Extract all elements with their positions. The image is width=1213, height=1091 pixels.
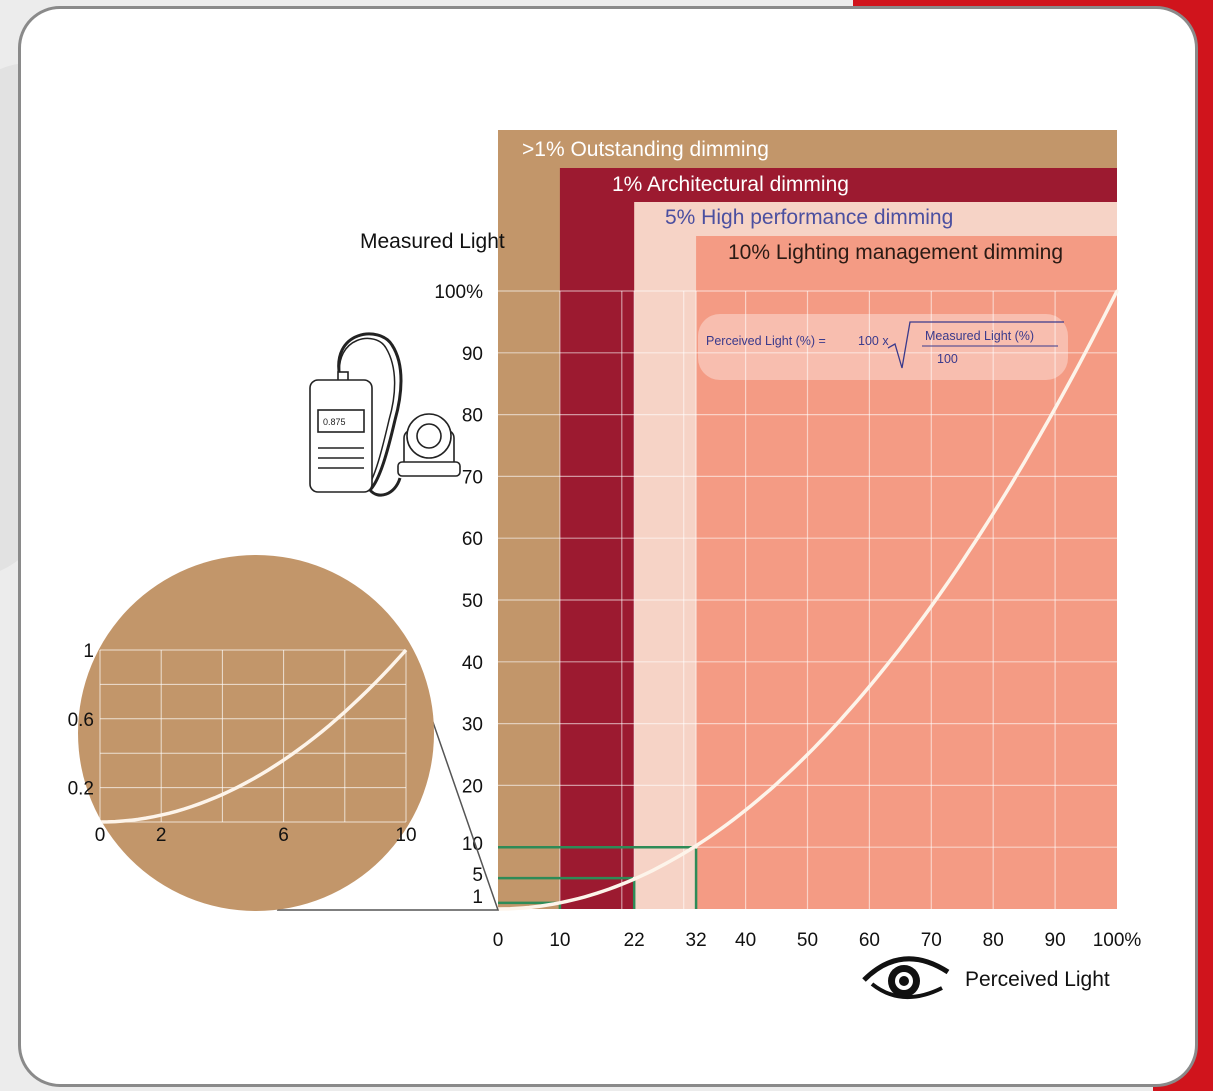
curve-point-5: [694, 845, 698, 849]
zone-labels-layer: >1% Outstanding dimming 1% Architectural …: [522, 138, 1063, 264]
curve-point-11: [1053, 406, 1057, 410]
curve-layer: [496, 289, 1119, 911]
inset-x-tick-1: 2: [156, 825, 167, 846]
formula-box: Perceived Light (%) = 100 x Measured Lig…: [698, 314, 1068, 380]
y-axis-label: Measured Light: [360, 230, 505, 253]
meter-display: 0.875: [323, 417, 346, 427]
curve-point-12: [1115, 289, 1119, 293]
y-tick-11: 100%: [434, 282, 483, 303]
x-tick-5: 50: [797, 930, 818, 951]
formula-lhs: Perceived Light (%) =: [706, 334, 826, 348]
inset-labels: 0 2 6 10 0.2 0.6 1: [68, 641, 417, 846]
zone-label-1: 1% Architectural dimming: [612, 173, 849, 196]
y-tick-10: 90: [462, 344, 483, 365]
zone-band-3: [696, 236, 1117, 909]
curve-point-10: [991, 511, 995, 515]
y-tick-9: 80: [462, 406, 483, 427]
inset-x-tick-2: 6: [278, 825, 289, 846]
curve-point-6: [744, 808, 748, 812]
curve-point-2: [620, 882, 624, 886]
formula-numerator: Measured Light (%): [925, 329, 1034, 343]
curve-point-7: [806, 753, 809, 756]
x-tick-0: 0: [493, 930, 504, 951]
curve-point-3: [632, 876, 636, 880]
x-tick-1: 10: [549, 930, 570, 951]
x-tick-10: 100%: [1093, 930, 1142, 951]
inset-x-tick-0: 0: [95, 825, 106, 846]
formula-background: [698, 314, 1068, 380]
inset-y-tick-0: 0.2: [68, 779, 94, 800]
light-meter-icon: [309, 332, 461, 497]
x-axis-label: Perceived Light: [965, 968, 1110, 991]
y-tick-4: 30: [462, 715, 483, 736]
zone-label-2: 5% High performance dimming: [665, 206, 953, 229]
formula-root-sign: [887, 321, 1064, 369]
x-tick-2: 22: [624, 930, 645, 951]
y-tick-8: 70: [462, 467, 483, 488]
inset-circle: [78, 555, 434, 911]
curve-point-4: [682, 851, 686, 855]
zone-label-0: >1% Outstanding dimming: [522, 138, 769, 161]
inset-curve: [99, 648, 408, 824]
formula-factor: 100 x: [858, 334, 889, 348]
y-tick-6: 50: [462, 591, 483, 612]
inset-y-tick-2: 1: [83, 641, 94, 662]
axis-labels-layer: 0 10 22 32 40 50 60 70 80 90 100%15102030405060708…: [434, 282, 1141, 951]
eye-icon: [862, 956, 950, 1000]
x-tick-8: 80: [983, 930, 1004, 951]
x-tick-7: 70: [921, 930, 942, 951]
y-tick-7: 60: [462, 529, 483, 550]
formula-denominator: 100: [937, 352, 958, 366]
y-tick-3: 20: [462, 776, 483, 797]
x-tick-6: 60: [859, 930, 880, 951]
inset-grid: [99, 649, 407, 823]
inset-y-tick-1: 0.6: [68, 710, 94, 731]
x-tick-4: 40: [735, 930, 756, 951]
inset-curve-line: [99, 648, 408, 824]
curve-point-9: [929, 604, 933, 608]
curve-point-8: [867, 685, 871, 689]
zone-label-3: 10% Lighting management dimming: [728, 241, 1063, 264]
grid-layer: [498, 290, 1117, 909]
y-tick-5: 40: [462, 653, 483, 674]
y-tick-0: 1: [472, 887, 483, 908]
x-tick-9: 90: [1045, 930, 1066, 951]
inset-x-tick-3: 10: [395, 825, 416, 846]
x-tick-3: 32: [686, 930, 707, 951]
curve-point-1: [558, 901, 562, 905]
inset-zoom: 0 2 6 10 0.2 0.6 1: [68, 555, 500, 911]
y-tick-1: 5: [472, 865, 483, 886]
